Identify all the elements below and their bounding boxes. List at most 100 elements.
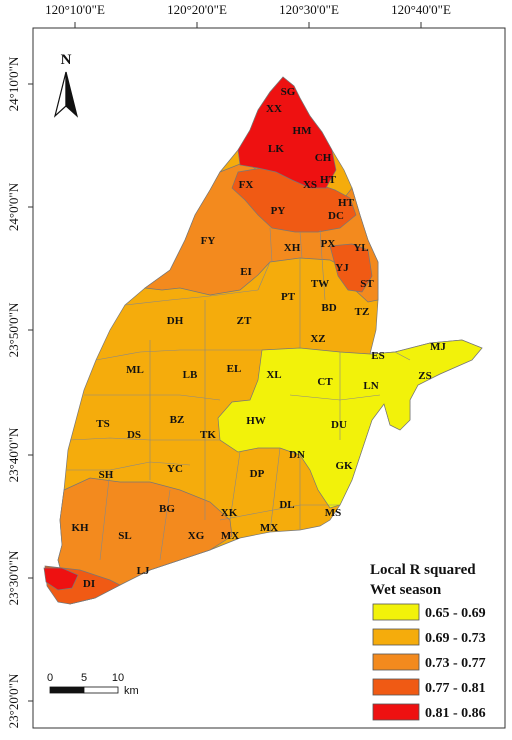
district-label: LN xyxy=(363,380,378,392)
legend: Local R squared Wet season 0.65 - 0.69 0… xyxy=(370,562,486,721)
district-label: DH xyxy=(167,315,184,327)
scale-bar: 0 5 10 km xyxy=(47,672,139,697)
district-label: PY xyxy=(271,205,286,217)
district-label: DS xyxy=(127,429,141,441)
district-label: TK xyxy=(200,429,216,441)
district-label: KH xyxy=(71,522,89,534)
north-label: N xyxy=(61,52,72,68)
legend-title-line2: Wet season xyxy=(370,582,442,598)
district-label: MJ xyxy=(430,341,446,353)
lat-tick-label: 23°30'0"N xyxy=(6,550,21,605)
district-label: LJ xyxy=(137,565,150,577)
region-class-073-077 xyxy=(57,477,233,605)
district-label: ZS xyxy=(418,370,431,382)
district-label: EL xyxy=(227,363,242,375)
district-label: SH xyxy=(99,469,114,481)
district-label: CH xyxy=(315,152,332,164)
legend-label: 0.73 - 0.77 xyxy=(425,656,486,671)
district-label: FY xyxy=(201,235,216,247)
longitude-axis: 120°10'0"E 120°20'0"E 120°30'0"E 120°40'… xyxy=(45,2,451,28)
district-label: TZ xyxy=(355,306,370,318)
scale-label: 10 xyxy=(112,672,124,684)
district-label: LB xyxy=(183,369,198,381)
lon-tick-label: 120°20'0"E xyxy=(167,2,227,17)
district-label: YC xyxy=(167,463,183,475)
scale-unit: km xyxy=(124,685,139,697)
legend-label: 0.77 - 0.81 xyxy=(425,681,486,696)
region-class-081-086 xyxy=(43,567,79,591)
district-label: HW xyxy=(246,415,266,427)
district-label: TW xyxy=(311,278,329,290)
district-label: CT xyxy=(317,376,333,388)
lon-tick-label: 120°40'0"E xyxy=(391,2,451,17)
district-label: XH xyxy=(284,242,301,254)
scale-label: 0 xyxy=(47,672,53,684)
district-label: XX xyxy=(266,103,282,115)
legend-title-line1: Local R squared xyxy=(370,562,476,578)
region-class-081-086 xyxy=(237,76,337,189)
district-label: HT xyxy=(320,174,337,186)
legend-swatch xyxy=(372,603,420,621)
district-label: XG xyxy=(188,530,205,542)
legend-item: 0.69 - 0.73 xyxy=(372,628,486,646)
district-label: ST xyxy=(360,278,374,290)
district-label: DL xyxy=(279,499,294,511)
region-class-065-069 xyxy=(217,339,483,509)
district-label: YJ xyxy=(335,262,349,274)
legend-item: 0.65 - 0.69 xyxy=(372,603,486,621)
lon-tick-label: 120°30'0"E xyxy=(279,2,339,17)
district-label: ZT xyxy=(237,315,252,327)
district-label: GK xyxy=(335,460,353,472)
district-label: YL xyxy=(353,242,368,254)
district-label: FX xyxy=(239,179,254,191)
district-label: SG xyxy=(281,86,296,98)
lat-tick-label: 23°40'0"N xyxy=(6,427,21,482)
district-label: DU xyxy=(331,419,347,431)
region-class-077-081 xyxy=(329,243,373,293)
district-label: DP xyxy=(250,468,265,480)
district-label: DI xyxy=(83,578,95,590)
legend-label: 0.69 - 0.73 xyxy=(425,631,486,646)
district-label: XS xyxy=(303,179,317,191)
district-label: XK xyxy=(221,507,238,519)
latitude-axis: 24°10'0"N 24°0'0"N 23°50'0"N 23°40'0"N 2… xyxy=(6,56,33,728)
district-label: XZ xyxy=(310,333,325,345)
lat-tick-label: 24°10'0"N xyxy=(6,56,21,111)
scale-label: 5 xyxy=(81,672,87,684)
lat-tick-label: 23°50'0"N xyxy=(6,302,21,357)
district-label: MS xyxy=(325,507,342,519)
legend-swatch xyxy=(372,628,420,646)
legend-item: 0.73 - 0.77 xyxy=(372,653,486,671)
legend-item: 0.81 - 0.86 xyxy=(372,703,486,721)
district-label: HM xyxy=(293,125,313,137)
district-label: PT xyxy=(281,291,296,303)
lon-tick-label: 120°10'0"E xyxy=(45,2,105,17)
district-label: ES xyxy=(371,350,384,362)
district-labels: SG XX HM LK CH HT FX XS HT PY DC FY XH P… xyxy=(71,86,446,590)
district-label: BD xyxy=(321,302,336,314)
district-label: DN xyxy=(289,449,305,461)
lat-tick-label: 24°0'0"N xyxy=(6,182,21,231)
district-label: MX xyxy=(221,530,239,542)
district-label: HT xyxy=(338,197,355,209)
legend-item: 0.77 - 0.81 xyxy=(372,678,486,696)
district-label: TS xyxy=(96,418,109,430)
lat-tick-label: 23°20'0"N xyxy=(6,673,21,728)
district-label: DC xyxy=(328,210,344,222)
district-label: ML xyxy=(126,364,144,376)
district-label: EI xyxy=(240,266,252,278)
district-label: PX xyxy=(321,238,336,250)
district-label: XL xyxy=(266,369,281,381)
legend-label: 0.65 - 0.69 xyxy=(425,606,486,621)
legend-swatch xyxy=(372,653,420,671)
district-label: LK xyxy=(268,143,284,155)
legend-swatch xyxy=(372,703,420,721)
district-label: SL xyxy=(118,530,131,542)
north-arrow-icon: N xyxy=(53,52,79,118)
district-label: BZ xyxy=(170,414,185,426)
district-label: MX xyxy=(260,522,278,534)
district-label: BG xyxy=(159,503,175,515)
map-regions xyxy=(43,76,483,605)
legend-swatch xyxy=(372,678,420,696)
